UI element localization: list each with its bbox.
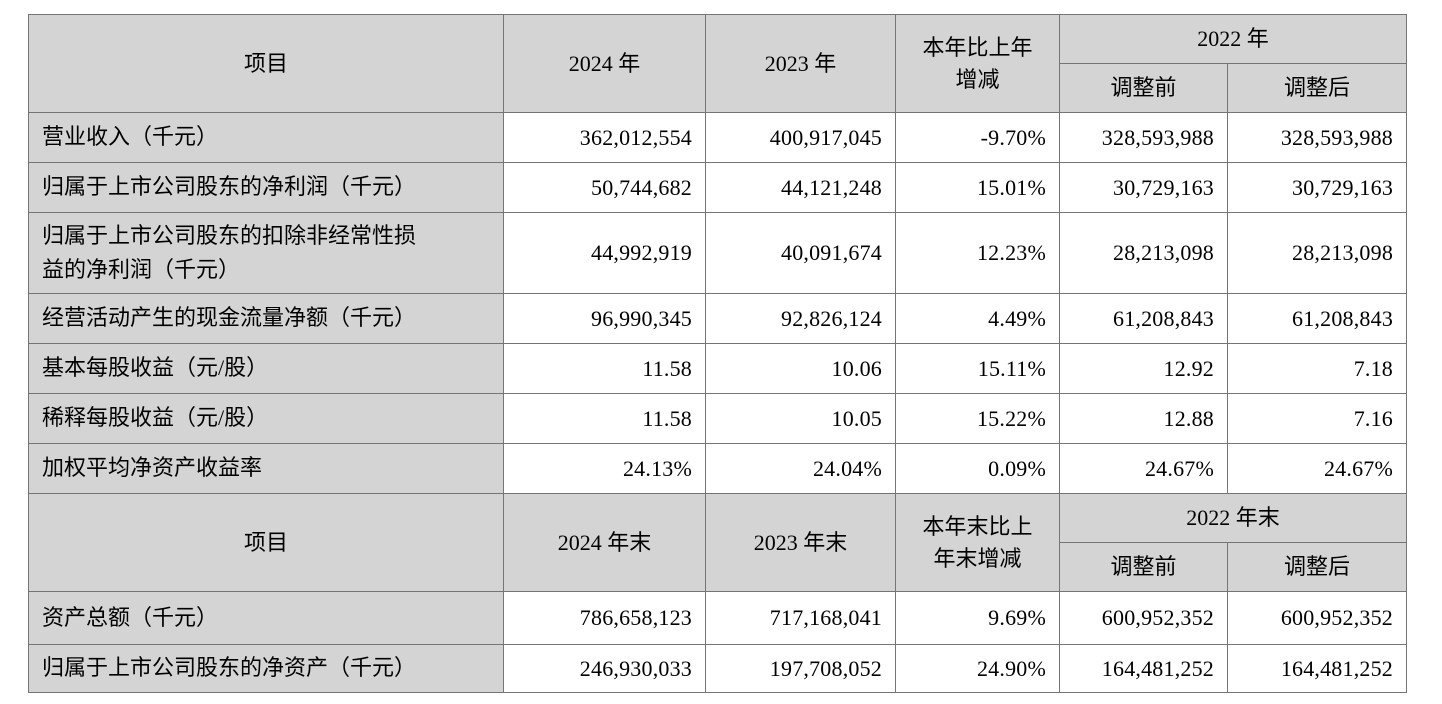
cell-2022-before: 164,481,252 — [1059, 644, 1228, 693]
financial-summary-table-container: 项目 2024 年 2023 年 本年比上年 增减 2022 年 调整前 调整后… — [28, 14, 1408, 693]
row-label: 基本每股收益（元/股） — [28, 343, 504, 394]
cell-2022-before: 24.67% — [1059, 443, 1228, 494]
section2-col-header-2022-end: 2022 年末 — [1058, 493, 1408, 543]
table-row-net-profit-excl-nonrecurring: 归属于上市公司股东的扣除非经常性损 益的净利润（千元） 44,992,919 4… — [28, 212, 1408, 294]
cell-2023: 10.06 — [705, 343, 896, 394]
section1-col-header-change: 本年比上年 增减 — [895, 14, 1060, 113]
table-row-weighted-avg-roe: 加权平均净资产收益率 24.13% 24.04% 0.09% 24.67% 24… — [28, 443, 1408, 494]
section2-col-header-change: 本年末比上 年末增减 — [895, 493, 1060, 592]
cell-2024: 362,012,554 — [503, 112, 706, 163]
financial-summary-table: 项目 2024 年 2023 年 本年比上年 增减 2022 年 调整前 调整后… — [28, 14, 1408, 693]
cell-change: 0.09% — [895, 443, 1060, 494]
cell-change: -9.70% — [895, 112, 1060, 163]
table-row-basic-eps: 基本每股收益（元/股） 11.58 10.06 15.11% 12.92 7.1… — [28, 343, 1408, 394]
cell-change: 24.90% — [895, 644, 1060, 693]
cell-2023: 92,826,124 — [705, 293, 896, 344]
section2-col-header-adj-after: 调整后 — [1226, 542, 1408, 592]
cell-change: 4.49% — [895, 293, 1060, 344]
row-label: 归属于上市公司股东的扣除非经常性损 益的净利润（千元） — [28, 212, 504, 294]
cell-2022-after: 28,213,098 — [1226, 212, 1408, 294]
section1-header-row-top: 项目 2024 年 2023 年 本年比上年 增减 2022 年 — [28, 14, 1408, 113]
cell-change: 15.11% — [895, 343, 1060, 394]
section2-header-row-top: 项目 2024 年末 2023 年末 本年末比上 年末增减 2022 年末 — [28, 493, 1408, 592]
cell-2022-before: 12.92 — [1059, 343, 1228, 394]
section1-header-row-sub: 调整前 调整后 — [29, 63, 1408, 113]
cell-2024: 11.58 — [503, 343, 706, 394]
cell-2024: 50,744,682 — [503, 162, 706, 213]
section2-col-header-2024-end: 2024 年末 — [503, 493, 706, 592]
cell-2024: 786,658,123 — [503, 591, 706, 645]
cell-2022-before: 328,593,988 — [1059, 112, 1228, 163]
section2-col-header-2023-end: 2023 年末 — [705, 493, 896, 592]
row-label: 经营活动产生的现金流量净额（千元） — [28, 293, 504, 344]
cell-2023: 44,121,248 — [705, 162, 896, 213]
section1-col-header-item: 项目 — [28, 14, 504, 113]
table-row-net-assets: 归属于上市公司股东的净资产（千元） 246,930,033 197,708,05… — [28, 644, 1408, 693]
cell-2022-before: 28,213,098 — [1059, 212, 1228, 294]
cell-2024: 11.58 — [503, 393, 706, 444]
cell-2024: 24.13% — [503, 443, 706, 494]
cell-2023: 717,168,041 — [705, 591, 896, 645]
row-label: 稀释每股收益（元/股） — [28, 393, 504, 444]
cell-2023: 10.05 — [705, 393, 896, 444]
cell-2022-after: 24.67% — [1226, 443, 1408, 494]
table-row-diluted-eps: 稀释每股收益（元/股） 11.58 10.05 15.22% 12.88 7.1… — [28, 393, 1408, 444]
cell-2022-before: 600,952,352 — [1059, 591, 1228, 645]
section1-col-header-2024: 2024 年 — [503, 14, 706, 113]
cell-2022-after: 30,729,163 — [1226, 162, 1408, 213]
section1-col-header-2023: 2023 年 — [705, 14, 896, 113]
section1-col-header-adj-after: 调整后 — [1226, 63, 1408, 113]
row-label: 归属于上市公司股东的净利润（千元） — [28, 162, 504, 213]
row-label: 营业收入（千元） — [28, 112, 504, 163]
table-row-operating-cash-flow: 经营活动产生的现金流量净额（千元） 96,990,345 92,826,124 … — [28, 293, 1408, 344]
cell-2022-after: 7.18 — [1226, 343, 1408, 394]
cell-2022-before: 12.88 — [1059, 393, 1228, 444]
cell-2022-after: 600,952,352 — [1226, 591, 1408, 645]
cell-2024: 96,990,345 — [503, 293, 706, 344]
cell-change: 9.69% — [895, 591, 1060, 645]
cell-2023: 40,091,674 — [705, 212, 896, 294]
cell-2024: 44,992,919 — [503, 212, 706, 294]
cell-2024: 246,930,033 — [503, 644, 706, 693]
cell-2022-after: 7.16 — [1226, 393, 1408, 444]
cell-2022-after: 61,208,843 — [1226, 293, 1408, 344]
table-row-total-assets: 资产总额（千元） 786,658,123 717,168,041 9.69% 6… — [28, 591, 1408, 645]
cell-change: 15.22% — [895, 393, 1060, 444]
section1-col-header-adj-before: 调整前 — [1059, 63, 1228, 113]
cell-2023: 197,708,052 — [705, 644, 896, 693]
cell-2023: 24.04% — [705, 443, 896, 494]
cell-change: 12.23% — [895, 212, 1060, 294]
cell-2022-before: 30,729,163 — [1059, 162, 1228, 213]
cell-2022-after: 328,593,988 — [1226, 112, 1408, 163]
section1-col-header-2022: 2022 年 — [1058, 14, 1408, 64]
cell-2022-after: 164,481,252 — [1226, 644, 1408, 693]
table-row-operating-revenue: 营业收入（千元） 362,012,554 400,917,045 -9.70% … — [28, 112, 1408, 163]
cell-change: 15.01% — [895, 162, 1060, 213]
table-row-net-profit: 归属于上市公司股东的净利润（千元） 50,744,682 44,121,248 … — [28, 162, 1408, 213]
section2-col-header-adj-before: 调整前 — [1059, 542, 1228, 592]
cell-2023: 400,917,045 — [705, 112, 896, 163]
row-label: 加权平均净资产收益率 — [28, 443, 504, 494]
row-label: 资产总额（千元） — [28, 591, 504, 645]
section2-col-header-item: 项目 — [28, 493, 504, 592]
cell-2022-before: 61,208,843 — [1059, 293, 1228, 344]
row-label: 归属于上市公司股东的净资产（千元） — [28, 644, 504, 693]
